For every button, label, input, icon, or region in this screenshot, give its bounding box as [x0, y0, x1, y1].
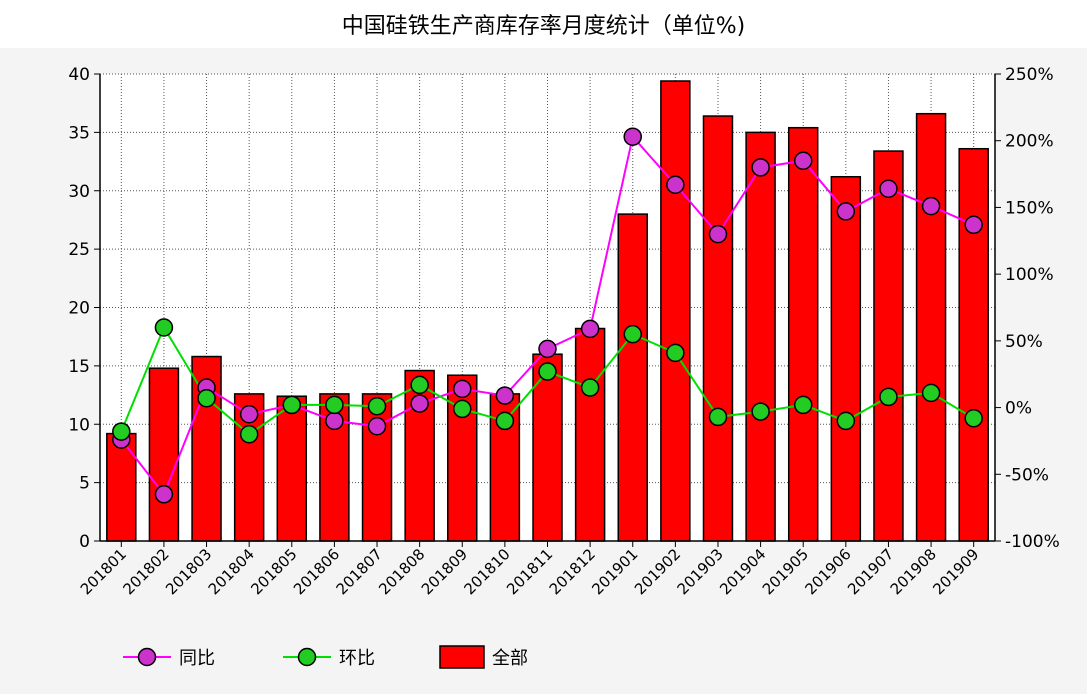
- point-环比-201904: [751, 402, 770, 421]
- right-tick-label: 250%: [1005, 65, 1054, 85]
- bar-201802: [148, 367, 180, 542]
- point-同比-201907: [879, 179, 898, 198]
- legend-swatch-全部: [439, 645, 485, 669]
- right-tick-label: -50%: [1005, 465, 1049, 485]
- left-tick-label: 15: [68, 357, 90, 377]
- point-同比-201806: [325, 411, 344, 431]
- right-tick-label: -100%: [1005, 532, 1060, 552]
- bar-201811: [532, 353, 563, 542]
- point-同比-201808: [410, 394, 429, 413]
- point-同比-201810: [495, 386, 515, 405]
- point-环比-201803: [197, 388, 216, 408]
- point-环比-201804: [239, 425, 259, 444]
- point-环比-201905: [793, 395, 813, 415]
- bar-201805: [276, 395, 308, 542]
- left-tick-label: 35: [68, 123, 90, 143]
- point-同比-201901: [623, 127, 642, 146]
- point-环比-201907: [879, 387, 898, 407]
- left-tick-label: 5: [79, 474, 90, 494]
- point-环比-201807: [367, 396, 387, 416]
- bar-201909: [958, 147, 989, 542]
- legend-marker-同比: [137, 647, 157, 667]
- bar-201903: [702, 115, 734, 542]
- bar-201804: [233, 393, 265, 542]
- left-tick-label: 25: [68, 240, 90, 260]
- right-tick-label: 50%: [1005, 332, 1043, 352]
- point-环比-201906: [836, 411, 856, 431]
- legend-marker-环比: [297, 647, 317, 667]
- point-环比-201802: [154, 318, 174, 337]
- point-环比-201801: [112, 422, 131, 441]
- point-环比-201903: [708, 407, 728, 427]
- point-同比-201902: [666, 175, 685, 194]
- bar-201807: [361, 393, 393, 542]
- legend-label-全部: 全部: [492, 648, 528, 669]
- point-环比-201812: [580, 378, 600, 397]
- point-环比-201805: [282, 395, 302, 415]
- legend-label-同比: 同比: [179, 648, 215, 669]
- bar-201901: [617, 213, 648, 542]
- point-环比-201806: [325, 395, 344, 415]
- point-同比-201905: [793, 151, 813, 170]
- left-tick-label: 30: [68, 182, 90, 202]
- point-环比-201808: [410, 375, 429, 395]
- left-tick-label: 0: [79, 532, 90, 552]
- point-环比-201909: [964, 408, 983, 428]
- right-tick-label: 100%: [1005, 265, 1054, 285]
- point-环比-201810: [495, 411, 515, 431]
- left-tick-label: 20: [68, 299, 90, 319]
- bar-201904: [745, 131, 776, 542]
- point-同比-201811: [538, 339, 557, 359]
- point-环比-201811: [538, 362, 557, 381]
- point-同比-201807: [367, 417, 387, 436]
- point-同比-201802: [154, 485, 174, 504]
- point-同比-201804: [239, 404, 259, 424]
- point-同比-201812: [580, 319, 600, 339]
- chart-title: 中国硅铁生产商库存率月度统计（单位%): [341, 14, 746, 39]
- left-tick-label: 40: [68, 65, 90, 85]
- bar-201907: [873, 150, 904, 542]
- bar-201806: [319, 393, 350, 542]
- point-同比-201909: [964, 215, 983, 235]
- bar-201812: [574, 327, 606, 542]
- bar-201906: [830, 175, 862, 542]
- right-tick-label: 200%: [1005, 132, 1054, 152]
- point-环比-201908: [921, 383, 941, 403]
- point-同比-201906: [836, 202, 856, 221]
- point-同比-201809: [453, 379, 472, 399]
- point-环比-201901: [623, 324, 642, 344]
- bar-201905: [787, 126, 819, 542]
- right-tick-label: 0%: [1005, 399, 1032, 419]
- bar-201902: [660, 80, 691, 542]
- bar-201801: [106, 432, 137, 542]
- point-同比-201903: [708, 224, 728, 244]
- right-tick-label: 150%: [1005, 198, 1054, 218]
- point-同比-201908: [921, 196, 941, 216]
- left-tick-label: 10: [68, 415, 90, 435]
- legend-label-环比: 环比: [339, 648, 375, 669]
- bar-201908: [915, 112, 947, 542]
- point-同比-201904: [751, 158, 770, 177]
- point-环比-201902: [666, 343, 685, 363]
- point-环比-201809: [453, 399, 472, 419]
